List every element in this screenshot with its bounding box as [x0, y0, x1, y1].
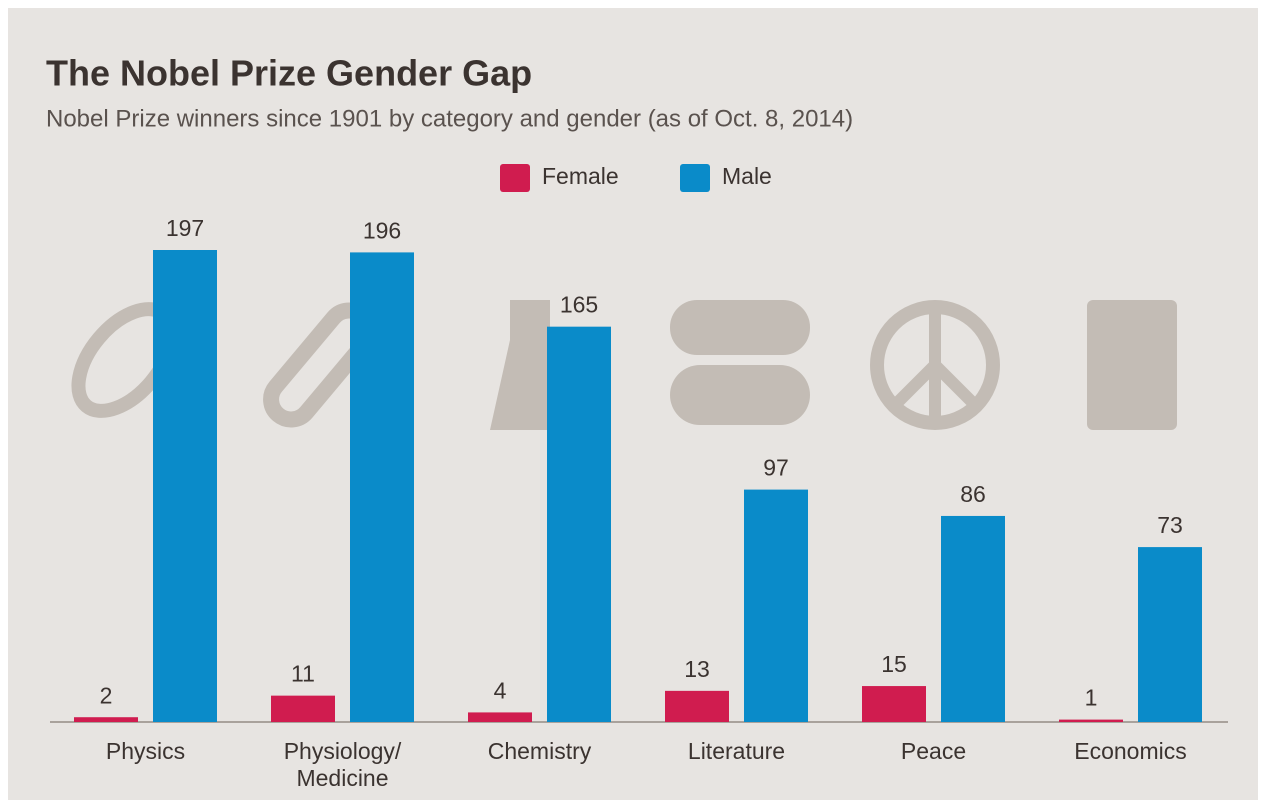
bar [350, 252, 414, 722]
bar [468, 712, 532, 722]
legend-swatch [500, 164, 530, 192]
value-label: 196 [363, 217, 401, 243]
value-label: 86 [960, 481, 986, 507]
value-label: 2 [100, 682, 113, 708]
legend-label: Female [542, 163, 619, 189]
legend-swatch [680, 164, 710, 192]
bar [744, 489, 808, 722]
value-label: 4 [494, 677, 507, 703]
value-label: 11 [291, 661, 315, 687]
value-label: 73 [1157, 512, 1183, 538]
x-tick-label: Chemistry [487, 738, 592, 764]
value-label: 197 [166, 215, 204, 241]
bar [941, 515, 1005, 722]
bar [1138, 547, 1202, 722]
x-tick-label: Peace [900, 738, 967, 764]
value-label: 1 [1085, 685, 1098, 711]
chart-title: The Nobel Prize Gender Gap [46, 53, 532, 94]
legend-label: Male [722, 163, 772, 189]
x-tick-label: Literature [687, 738, 786, 764]
chart-subtitle: Nobel Prize winners since 1901 by catego… [46, 105, 853, 132]
bar [1059, 719, 1123, 722]
x-tick-label: Physics [105, 738, 186, 764]
bar [547, 326, 611, 722]
value-label: 165 [560, 292, 598, 318]
value-label: 97 [763, 455, 789, 481]
bar [665, 690, 729, 722]
value-label: 15 [881, 651, 907, 677]
bar [271, 695, 335, 722]
bar [862, 686, 926, 722]
bar [153, 250, 217, 722]
x-tick-label: Economics [1074, 738, 1187, 764]
x-tick-label: Physiology/ Medicine [283, 738, 402, 791]
bar [74, 717, 138, 722]
value-label: 13 [684, 656, 710, 682]
